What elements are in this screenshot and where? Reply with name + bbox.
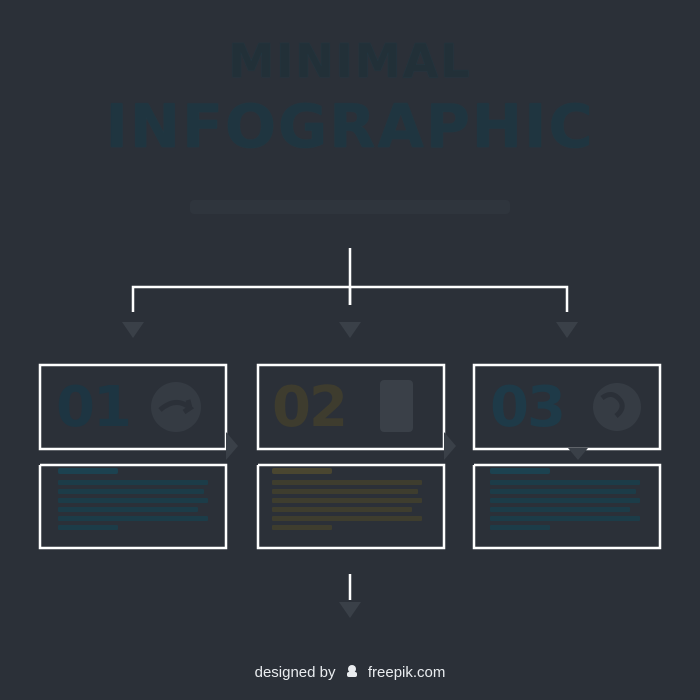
title-line-2: INFOGRAPHIC [105,92,595,162]
tree-connector [131,248,569,312]
footer-brand[interactable]: freepik.com [367,664,446,681]
step-number-1: 01 [56,375,132,440]
globe-arrow-icon [151,382,201,432]
globe-icon [593,383,641,431]
freepik-logo-icon [344,664,360,682]
down-arrow-icon [556,322,578,338]
footer-credit: designed by freepik.com [0,664,700,682]
step-number-2: 02 [272,375,348,440]
step-box-2 [256,363,456,550]
down-arrows [122,322,578,338]
down-arrow-icon [122,322,144,338]
footer-prefix: designed by [254,664,336,681]
down-arrow-icon [339,602,361,618]
smartphone-icon [380,380,413,432]
step-box-3 [472,363,662,550]
title-line-1: MINIMAL [228,34,472,88]
bottom-connector [339,574,361,618]
subtitle-placeholder [190,200,510,214]
step-box-1 [38,363,238,550]
down-arrow-icon [339,322,361,338]
step-number-3: 03 [490,375,566,440]
